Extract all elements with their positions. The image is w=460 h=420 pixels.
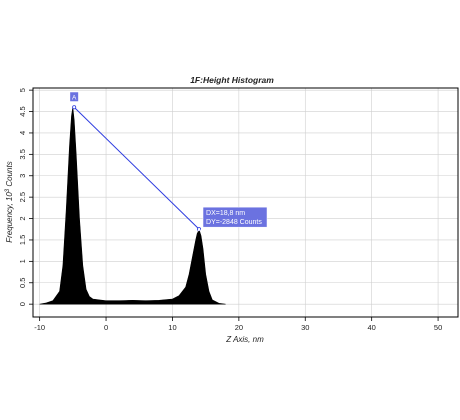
y-tick-label: 3 [18,174,27,178]
axis-ticks: -10 0 10 20 30 40 50 0 0.5 1 1.5 2 2.5 3 3.5 4 4.5 5 [18,88,442,332]
cursor-measurement: A A DX=18,8 nm DY=-2848 Counts [70,92,268,235]
y-tick-label: 4.5 [18,106,27,116]
x-tick-label: 10 [168,323,176,332]
y-tick-label: 2 [18,216,27,220]
cursor-marker-label: A [72,94,77,101]
y-tick-label: 1 [18,259,27,263]
histogram-area [39,107,226,305]
y-tick-label: 0.5 [18,278,27,288]
plot-frame [32,87,459,318]
x-tick-label: 50 [434,323,442,332]
cursor-delta-line [73,106,200,230]
y-tick-label: 0 [18,302,27,306]
grid [33,88,458,317]
measurement-dy: DY=-2848 Counts [206,219,262,226]
y-tick-label: 2.5 [18,192,27,202]
x-tick-label: -10 [34,323,45,332]
y-tick-label: 5 [18,88,27,92]
y-tick-label: 1.5 [18,235,27,245]
measurement-dx: DX=18,8 nm [206,210,245,217]
y-tick-label: 3.5 [18,149,27,159]
x-tick-label: 20 [235,323,243,332]
x-tick-label: 40 [368,323,376,332]
cursor-marker[interactable] [70,92,79,102]
cursor-point[interactable] [197,227,202,232]
x-tick-label: 30 [301,323,309,332]
measurement-box [202,206,268,228]
cursor-point[interactable] [72,105,77,110]
cursor-marker-label: A [197,228,202,235]
x-axis-title: Z Axis, nm [225,335,264,344]
y-tick-label: 4 [18,131,27,135]
chart-title: 1F:Height Histogram [190,75,274,85]
x-tick-label: 0 [104,323,108,332]
y-axis-title: Frequency, 103 Counts [5,161,14,242]
